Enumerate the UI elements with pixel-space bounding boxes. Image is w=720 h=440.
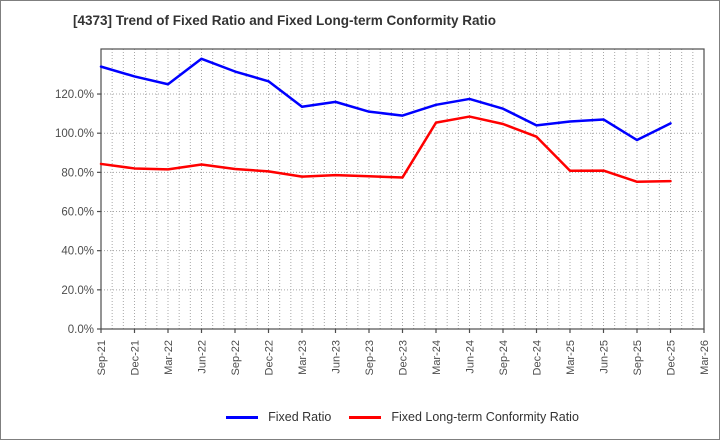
x-tick-label: Sep-24 (498, 340, 510, 375)
chart-legend: Fixed Ratio Fixed Long-term Conformity R… (101, 406, 704, 428)
chart-title: [4373] Trend of Fixed Ratio and Fixed Lo… (73, 13, 497, 28)
x-tick-label: Mar-23 (297, 340, 309, 375)
y-tick-label: 120.0% (55, 89, 94, 101)
legend-label-fixed-long-term-conformity-ratio: Fixed Long-term Conformity Ratio (391, 410, 579, 424)
x-tick-label: Jun-23 (331, 340, 343, 374)
series-line-fixed-ratio (99, 57, 672, 142)
x-tick-label: Sep-23 (364, 340, 376, 375)
x-tick-label: Mar-25 (565, 340, 577, 375)
x-tick-label: Dec-25 (666, 340, 678, 375)
x-tick-label: Sep-25 (632, 340, 644, 375)
y-tick-label: 100.0% (55, 128, 94, 140)
x-tick-label: Mar-26 (699, 340, 711, 375)
x-tick-label: Sep-22 (230, 340, 242, 375)
legend-line-swatch-blue-icon (226, 415, 259, 419)
x-tick-label: Dec-21 (130, 340, 142, 375)
x-tick-label: Dec-23 (398, 340, 410, 375)
x-tick-label: Dec-22 (264, 340, 276, 375)
y-tick-label: 0.0% (68, 324, 94, 336)
y-tick-label: 40.0% (61, 246, 94, 258)
x-tick-label: Jun-24 (465, 340, 477, 374)
x-tick-label: Sep-21 (96, 340, 108, 375)
x-tick-label: Jun-25 (599, 340, 611, 374)
y-tick-label: 80.0% (61, 167, 94, 179)
legend-item-fixed-long-term-conformity-ratio: Fixed Long-term Conformity Ratio (349, 410, 579, 424)
x-tick-label: Jun-22 (197, 340, 209, 374)
y-tick-label: 60.0% (61, 207, 94, 219)
y-tick-label: 20.0% (61, 285, 94, 297)
legend-label-fixed-ratio: Fixed Ratio (268, 410, 332, 424)
legend-line-swatch-red-icon (349, 415, 382, 419)
x-tick-label: Dec-24 (532, 340, 544, 375)
series-line-fixed-long-term-conformity-ratio (99, 115, 672, 184)
x-tick-label: Mar-24 (431, 340, 443, 375)
x-tick-label: Mar-22 (163, 340, 175, 375)
legend-item-fixed-ratio: Fixed Ratio (226, 410, 331, 424)
